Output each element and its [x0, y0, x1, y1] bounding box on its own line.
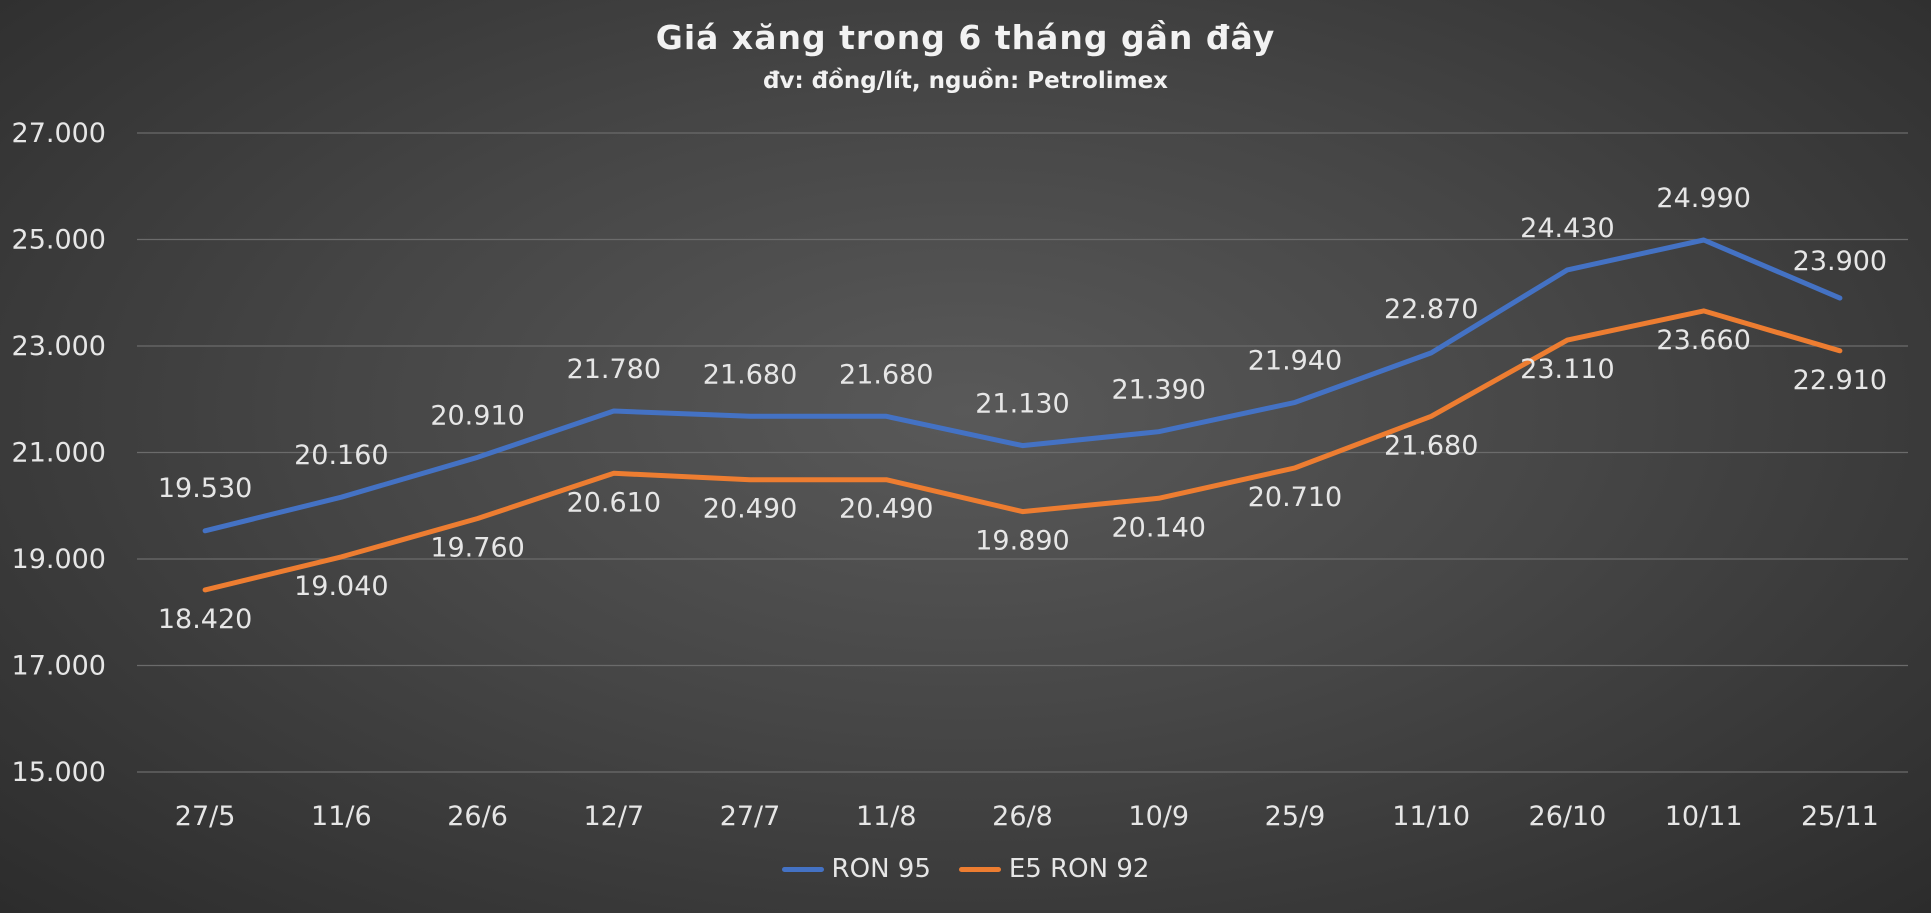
y-tick-label: 19.000: [12, 544, 106, 575]
gridlines: [137, 132, 1908, 773]
y-axis: 15.000 17.000 19.000 21.000 23.000 25.000 27.0…: [12, 118, 106, 788]
legend-swatch-e5ron92: [958, 866, 1001, 872]
x-tick-label: 25/11: [1801, 801, 1879, 832]
data-label: 19.890: [975, 526, 1069, 557]
data-label: 20.160: [294, 440, 388, 471]
legend: RON 95 E5 RON 92: [0, 854, 1931, 884]
x-tick-label: 27/7: [720, 801, 781, 832]
y-tick-label: 25.000: [12, 225, 106, 256]
x-tick-label: 26/6: [447, 801, 508, 832]
data-label: 20.710: [1248, 482, 1342, 513]
data-label: 20.910: [430, 400, 524, 431]
data-label: 20.140: [1111, 512, 1205, 543]
chart-title: Giá xăng trong 6 tháng gần đây: [655, 18, 1276, 57]
data-label: 21.390: [1111, 375, 1205, 406]
data-label: 19.040: [294, 571, 388, 602]
data-label: 23.660: [1656, 325, 1750, 356]
data-label: 22.910: [1793, 365, 1887, 396]
x-tick-label: 27/5: [175, 801, 236, 832]
y-tick-label: 17.000: [12, 651, 106, 682]
y-tick-label: 21.000: [12, 438, 106, 469]
x-axis: 27/5 11/6 26/6 12/7 27/7 11/8 26/8 10/9 25/9 11/1…: [175, 801, 1879, 832]
legend-item-ron95: RON 95: [781, 854, 931, 884]
x-tick-label: 10/9: [1128, 801, 1189, 832]
data-label: 23.900: [1793, 246, 1887, 277]
legend-swatch-ron95: [781, 866, 824, 872]
legend-item-e5ron92: E5 RON 92: [958, 854, 1150, 884]
x-tick-label: 11/8: [856, 801, 917, 832]
data-label: 21.780: [567, 354, 661, 385]
data-label: 18.420: [158, 604, 252, 635]
data-label: 21.940: [1248, 345, 1342, 376]
data-label: 20.490: [839, 494, 933, 525]
data-label: 21.680: [703, 359, 797, 390]
x-tick-label: 25/9: [1265, 801, 1326, 832]
y-tick-label: 15.000: [12, 757, 106, 788]
y-tick-label: 23.000: [12, 331, 106, 362]
legend-label-e5ron92: E5 RON 92: [1008, 854, 1150, 884]
data-label: 24.430: [1520, 213, 1614, 244]
data-label: 20.610: [567, 487, 661, 518]
x-tick-label: 10/11: [1665, 801, 1743, 832]
legend-label-ron95: RON 95: [831, 854, 931, 884]
x-tick-label: 11/10: [1392, 801, 1470, 832]
x-tick-label: 26/8: [992, 801, 1053, 832]
data-label: 20.490: [703, 494, 797, 525]
y-tick-label: 27.000: [12, 118, 106, 149]
series-lines: [202, 237, 1843, 593]
data-label: 19.760: [430, 533, 524, 564]
data-labels: 19.530 20.160 20.910 21.780 21.680 21.680 21.1…: [158, 183, 1887, 635]
data-label: 21.130: [975, 389, 1069, 420]
data-label: 21.680: [839, 359, 933, 390]
data-label: 22.870: [1384, 294, 1478, 325]
x-tick-label: 12/7: [583, 801, 644, 832]
series-line-ron95: [202, 237, 1843, 534]
data-label: 21.680: [1384, 430, 1478, 461]
x-tick-label: 11/6: [311, 801, 372, 832]
chart-subtitle: đv: đồng/lít, nguồn: Petrolimex: [762, 68, 1169, 94]
data-label: 19.530: [158, 473, 252, 504]
x-tick-label: 26/10: [1529, 801, 1607, 832]
data-label: 24.990: [1656, 183, 1750, 214]
data-label: 23.110: [1520, 354, 1614, 385]
